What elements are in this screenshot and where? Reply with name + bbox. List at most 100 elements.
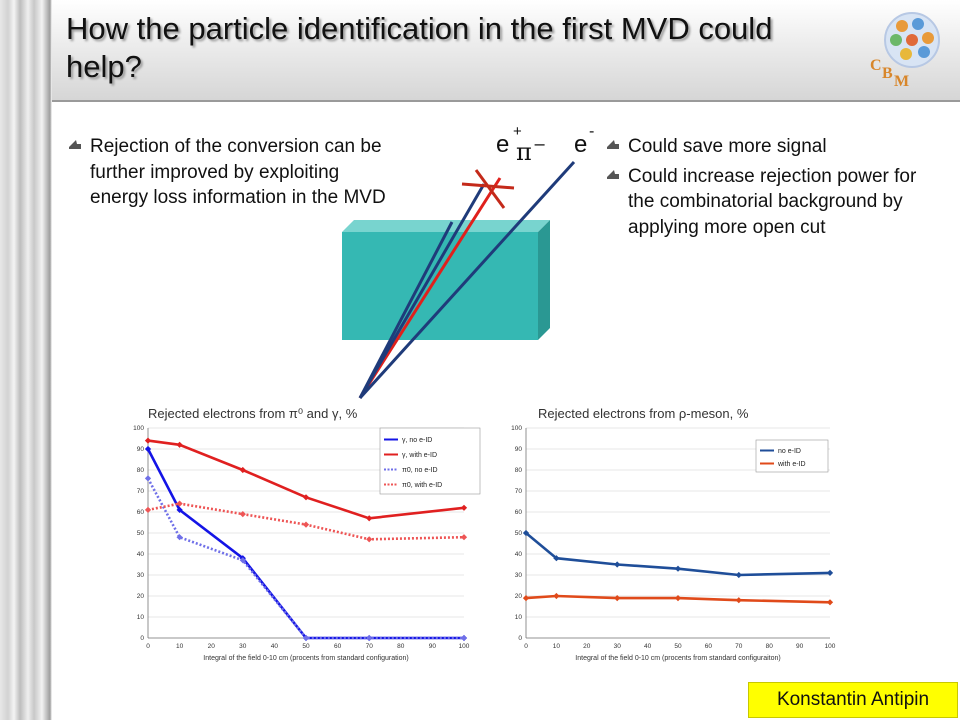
y-tick-label: 60 bbox=[137, 509, 145, 516]
x-tick-label: 80 bbox=[766, 643, 774, 650]
y-tick-label: 10 bbox=[137, 614, 145, 621]
x-tick-label: 20 bbox=[208, 643, 216, 650]
legend-label: γ, with e-ID bbox=[402, 452, 437, 459]
x-tick-label: 60 bbox=[334, 643, 342, 650]
data-point bbox=[553, 592, 560, 600]
x-tick-label: 100 bbox=[459, 643, 470, 650]
legend-label: γ, no e-ID bbox=[402, 437, 432, 444]
data-point bbox=[239, 466, 246, 474]
x-tick-label: 90 bbox=[796, 643, 804, 650]
data-point bbox=[614, 561, 621, 568]
data-point bbox=[826, 599, 834, 606]
x-tick-label: 20 bbox=[583, 643, 591, 650]
chart-title: Rejected electrons from ρ-meson, % bbox=[538, 406, 749, 421]
label-pi-minus-sup: − bbox=[533, 135, 546, 154]
x-tick-label: 90 bbox=[429, 643, 437, 650]
y-tick-label: 100 bbox=[133, 425, 144, 432]
label-e-minus: e bbox=[574, 131, 587, 158]
x-tick-label: 40 bbox=[644, 643, 652, 650]
x-tick-label: 70 bbox=[735, 643, 743, 650]
x-tick-label: 80 bbox=[397, 643, 405, 650]
data-point bbox=[460, 534, 468, 541]
data-point bbox=[735, 597, 742, 604]
y-tick-label: 70 bbox=[515, 488, 523, 495]
side-stripe bbox=[0, 0, 52, 720]
series-line bbox=[147, 502, 465, 541]
cross-mark bbox=[461, 169, 515, 209]
x-tick-label: 10 bbox=[553, 643, 561, 650]
y-tick-label: 40 bbox=[137, 551, 145, 558]
chart-title: Rejected electrons from π⁰ and γ, % bbox=[148, 406, 358, 421]
x-axis-label: Integral of the field 0-10 cm (procents … bbox=[203, 655, 408, 662]
x-tick-label: 30 bbox=[239, 643, 247, 650]
legend-box bbox=[755, 439, 829, 473]
track-diagram: e + π − e - bbox=[342, 123, 594, 400]
list-item: Rejection of the conversion can be furth… bbox=[68, 134, 388, 211]
arrow-bullet-icon bbox=[607, 169, 619, 179]
data-point bbox=[302, 521, 310, 528]
data-point bbox=[144, 437, 152, 444]
y-tick-label: 70 bbox=[137, 488, 145, 495]
series-line bbox=[525, 531, 831, 577]
series-line bbox=[147, 439, 465, 520]
y-tick-label: 0 bbox=[518, 635, 522, 642]
legend-label: π0, no e-ID bbox=[402, 467, 438, 474]
x-tick-label: 70 bbox=[366, 643, 374, 650]
y-tick-label: 80 bbox=[515, 467, 523, 474]
y-tick-label: 50 bbox=[515, 530, 523, 537]
x-tick-label: 100 bbox=[825, 643, 836, 650]
x-tick-label: 50 bbox=[302, 643, 310, 650]
x-tick-label: 40 bbox=[271, 643, 279, 650]
y-tick-label: 60 bbox=[515, 509, 523, 516]
x-tick-label: 30 bbox=[614, 643, 622, 650]
arrow-bullet-icon bbox=[69, 140, 81, 149]
list-item: Could increase rejection power for the c… bbox=[606, 164, 936, 241]
data-point bbox=[674, 565, 682, 572]
series-line bbox=[525, 594, 831, 604]
y-tick-label: 100 bbox=[511, 425, 522, 432]
bullet-text: Rejection of the conversion can be furth… bbox=[90, 136, 386, 208]
logo-letter-c: C bbox=[870, 57, 882, 74]
bullet-text: Could increase rejection power for the c… bbox=[628, 165, 917, 238]
legend-label: π0, with e-ID bbox=[402, 482, 442, 489]
legend-label: with e-ID bbox=[777, 461, 806, 468]
y-tick-label: 40 bbox=[515, 551, 523, 558]
y-tick-label: 50 bbox=[137, 530, 145, 537]
logo-letter-m: M bbox=[894, 73, 909, 90]
x-tick-label: 60 bbox=[705, 643, 713, 650]
list-item: Could save more signal bbox=[606, 134, 936, 160]
slide-title: How the particle identification in the f… bbox=[66, 11, 773, 84]
particle-tracks bbox=[358, 160, 576, 400]
x-axis-label: Integral of the field 0-10 cm (procents … bbox=[575, 655, 780, 662]
chart-rho-meson: Rejected electrons from ρ-meson, % 0 10 20 3… bbox=[498, 400, 848, 668]
left-bullet-list: Rejection of the conversion can be furth… bbox=[68, 134, 388, 211]
data-point bbox=[366, 634, 373, 642]
author-badge: Konstantin Antipin bbox=[748, 682, 958, 718]
bullet-text: Could save more signal bbox=[628, 136, 827, 157]
x-tick-label: 0 bbox=[524, 643, 528, 650]
logo-letter-b: B bbox=[882, 65, 893, 82]
y-tick-label: 20 bbox=[137, 593, 145, 600]
y-tick-label: 0 bbox=[140, 635, 144, 642]
y-tick-label: 20 bbox=[515, 593, 523, 600]
data-point bbox=[144, 475, 152, 482]
y-tick-label: 80 bbox=[137, 467, 145, 474]
x-tick-label: 10 bbox=[176, 643, 184, 650]
arrow-bullet-icon bbox=[607, 140, 619, 149]
data-point bbox=[735, 571, 742, 579]
label-e-plus: e bbox=[496, 131, 509, 158]
data-point bbox=[144, 445, 152, 453]
label-e-plus-sup: + bbox=[513, 123, 522, 140]
logo-dots bbox=[890, 18, 934, 60]
y-tick-label: 30 bbox=[515, 572, 523, 579]
legend-label: no e-ID bbox=[778, 448, 801, 455]
data-point bbox=[366, 536, 373, 543]
y-tick-label: 30 bbox=[137, 572, 145, 579]
data-point bbox=[460, 634, 468, 642]
x-tick-label: 0 bbox=[146, 643, 150, 650]
y-tick-label: 10 bbox=[515, 614, 523, 621]
y-tick-label: 90 bbox=[515, 446, 523, 453]
x-tick-label: 50 bbox=[674, 643, 682, 650]
y-tick-label: 90 bbox=[137, 446, 145, 453]
right-bullet-list: Could save more signal Could increase re… bbox=[606, 134, 936, 244]
